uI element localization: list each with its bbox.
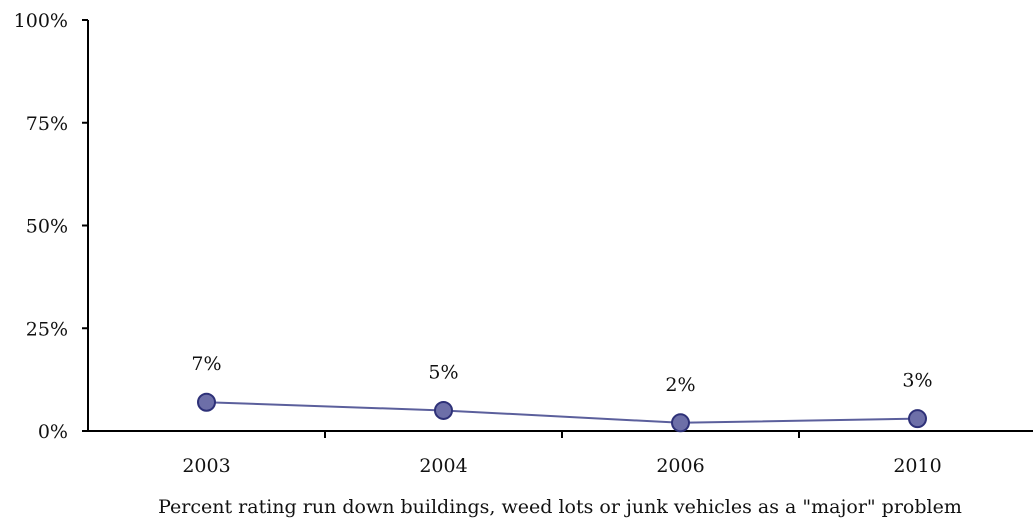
data-labels: 7% 5% 2% 3% (191, 353, 932, 396)
series-line (206, 401, 918, 424)
y-tick-label: 0% (38, 421, 68, 443)
x-tick-label: 2003 (182, 455, 230, 477)
y-tick-label: 100% (14, 10, 68, 32)
x-tick-label: 2004 (419, 455, 467, 477)
y-tick-label: 75% (26, 113, 68, 135)
x-axis-label: Percent rating run down buildings, weed … (158, 496, 962, 518)
y-tick-label: 50% (26, 216, 68, 238)
data-label: 3% (902, 370, 932, 392)
data-label: 5% (428, 361, 458, 383)
axes (87, 20, 1033, 432)
series-line-group (197, 392, 927, 433)
y-axis-ticks: 0% 25% 50% 75% 100% (14, 10, 88, 443)
data-point (671, 413, 690, 433)
data-label: 2% (665, 374, 695, 396)
x-axis-ticks: 2003 2004 2006 2010 (182, 431, 942, 477)
data-point (197, 392, 216, 412)
data-label: 7% (191, 353, 221, 375)
y-tick-label: 25% (26, 318, 68, 340)
data-point (434, 400, 453, 420)
data-point (908, 409, 927, 429)
x-tick-label: 2006 (656, 455, 704, 477)
x-tick-label: 2010 (893, 455, 941, 477)
